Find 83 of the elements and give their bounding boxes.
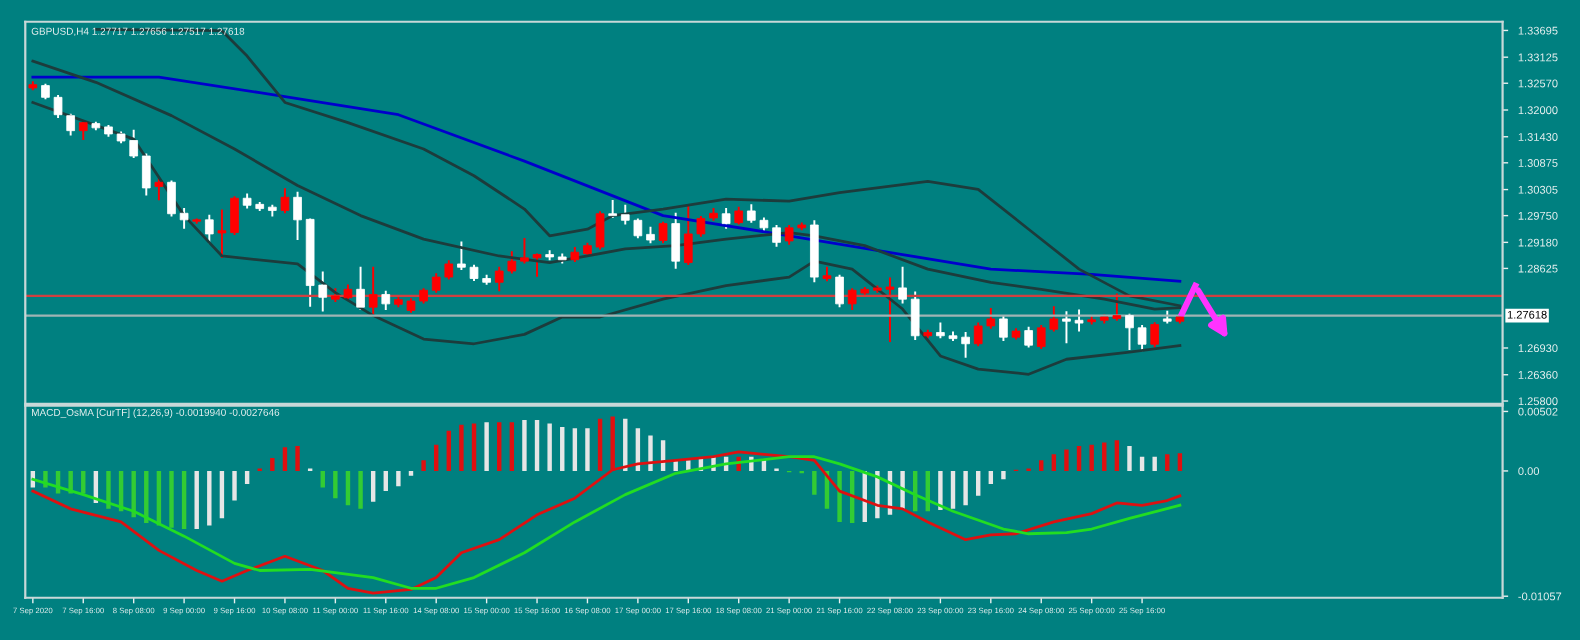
bar [1089, 444, 1094, 471]
bar [169, 470, 174, 528]
bar [560, 427, 565, 471]
candlestick [1137, 324, 1147, 352]
candlestick [658, 221, 668, 244]
bar [333, 470, 338, 499]
bar [597, 418, 603, 471]
bar [1177, 453, 1183, 471]
bar [194, 470, 199, 530]
line-series [31, 75, 1182, 283]
bar [1051, 454, 1057, 471]
bar [497, 422, 502, 471]
bar [1127, 446, 1132, 471]
bar [1039, 460, 1044, 471]
bar [131, 470, 136, 518]
candlestick [368, 266, 378, 317]
candlestick [910, 291, 920, 341]
candlestick [671, 212, 681, 269]
bar [837, 470, 842, 522]
candlestick [898, 266, 907, 304]
candlestick [204, 214, 214, 244]
candlestick [154, 178, 164, 201]
candlestick [356, 266, 365, 310]
bar [459, 424, 464, 471]
candlestick [280, 188, 290, 214]
candlestick [608, 200, 617, 218]
bar [270, 457, 275, 471]
bar [534, 419, 540, 471]
bar [181, 470, 187, 530]
bar [585, 428, 590, 471]
bar [1001, 470, 1006, 480]
bar [421, 460, 426, 471]
bar [976, 470, 981, 496]
bar [1165, 454, 1170, 471]
bar [938, 470, 943, 511]
bar [1076, 446, 1082, 471]
bar [648, 435, 653, 471]
candlestick [595, 211, 605, 250]
bar [370, 470, 376, 502]
candlestick [217, 209, 227, 258]
bar [547, 423, 552, 471]
bar [509, 422, 515, 471]
bar [572, 428, 578, 471]
candlestick [1125, 313, 1134, 350]
bar [232, 470, 237, 501]
bar [522, 419, 527, 471]
bar [963, 470, 968, 506]
candlestick [1024, 326, 1033, 348]
bar [484, 422, 489, 471]
bar [408, 470, 414, 476]
bar [396, 470, 401, 487]
candlestick [66, 113, 75, 136]
bar [244, 470, 250, 484]
bar [219, 470, 225, 519]
bar [446, 430, 452, 471]
bar [988, 470, 994, 484]
candlestick [141, 153, 151, 196]
bar [282, 447, 288, 471]
candlestick [167, 180, 176, 217]
bar [434, 444, 439, 471]
bar [295, 446, 300, 471]
bar [1152, 456, 1157, 471]
candlestick [1150, 322, 1160, 348]
bar [471, 423, 477, 471]
bar [106, 470, 111, 509]
candlestick [835, 274, 844, 308]
bar [812, 470, 817, 495]
bar [383, 470, 388, 492]
candlestick [230, 196, 239, 235]
candlestick [293, 191, 302, 241]
line-series [31, 101, 1182, 376]
bar [1102, 442, 1107, 471]
bar [358, 470, 363, 509]
bar [1114, 440, 1120, 471]
bar [1064, 449, 1069, 471]
bar [950, 470, 956, 509]
candlestick [179, 208, 189, 229]
candlestick [772, 224, 781, 247]
bar [207, 470, 212, 526]
bar [320, 470, 325, 488]
candlestick [999, 316, 1008, 341]
candlestick [721, 208, 731, 229]
candlestick [192, 218, 202, 224]
